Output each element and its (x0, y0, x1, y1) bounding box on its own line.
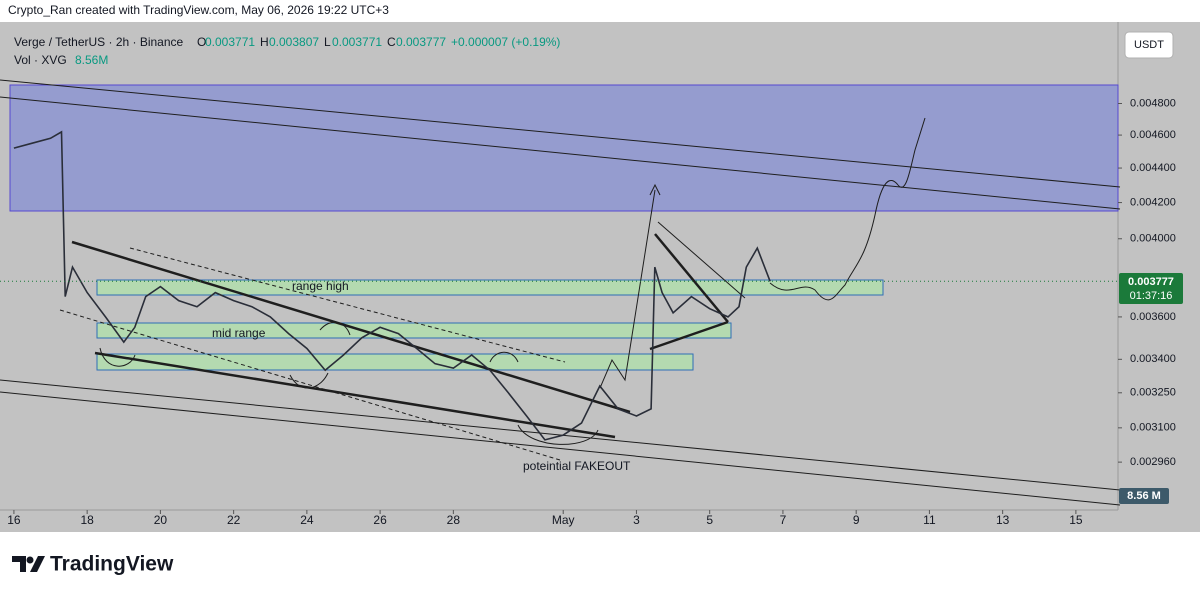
channel-line (0, 379, 1121, 491)
dashed-line (129, 247, 566, 363)
arc (489, 351, 519, 363)
arc (319, 321, 351, 336)
arrow-head (649, 183, 661, 196)
footer (0, 532, 1200, 594)
chart-background (0, 22, 1200, 532)
annotation: range high (292, 279, 349, 293)
annotation: poteintial FAKEOUT (523, 459, 631, 473)
currency-button[interactable] (1124, 31, 1174, 59)
volume-tag-text: 8.56 M (1127, 490, 1161, 502)
wedge-line (71, 240, 631, 414)
x-tick-label: May (552, 513, 575, 527)
arc (289, 372, 329, 389)
triangle-line (649, 320, 729, 351)
triangle-line (657, 221, 746, 299)
low-zone (96, 353, 694, 371)
wedge-line (94, 351, 616, 439)
volume-label: Vol · XVG (14, 53, 67, 67)
x-tick-label: 7 (780, 513, 787, 527)
arc (99, 347, 136, 367)
y-tick-label: 0.003100 (1130, 422, 1176, 434)
brand-name: TradingView (50, 553, 174, 576)
ohlc-value: 0.003777 (396, 35, 446, 49)
ohlc-label: L (324, 35, 331, 49)
x-tick-label: 9 (853, 513, 860, 527)
ohlc-value: 0.003771 (332, 35, 382, 49)
ohlc-label: O (197, 35, 206, 49)
ohlc-value: 0.003807 (269, 35, 319, 49)
currency-button-text[interactable]: USDT (1134, 39, 1164, 51)
channel-line (0, 79, 1121, 188)
annotation: mid range (212, 326, 266, 340)
price-tag (1119, 273, 1183, 304)
symbol: Verge / TetherUS · 2h · Binance (14, 35, 184, 49)
x-tick-label: 22 (227, 513, 241, 527)
volume-value: 8.56M (75, 53, 108, 67)
volume-tag (1119, 488, 1169, 504)
y-tick-label: 0.004200 (1130, 196, 1176, 208)
channel-line (0, 96, 1121, 210)
x-tick-label: 20 (154, 513, 168, 527)
y-tick-label: 0.004600 (1130, 129, 1176, 141)
x-tick-label: 24 (300, 513, 314, 527)
change: +0.000007 (+0.19%) (451, 35, 560, 49)
top-bar (0, 0, 1200, 22)
ohlc-label: H (260, 35, 269, 49)
projection (599, 189, 656, 389)
mid-range-zone (96, 322, 732, 339)
y-tick-label: 0.002960 (1130, 456, 1176, 468)
price-line (13, 130, 771, 441)
brand-logo (26, 556, 34, 564)
y-tick-label: 0.004800 (1130, 97, 1176, 109)
x-tick-label: 13 (996, 513, 1010, 527)
top-bar-text: Crypto_Ran created with TradingView.com,… (8, 3, 389, 17)
arc (517, 424, 599, 445)
y-tick-label: 0.004400 (1130, 162, 1176, 174)
projection (769, 117, 926, 301)
y-tick-label: 0.003250 (1130, 387, 1176, 399)
y-tick-label: 0.003400 (1130, 353, 1176, 365)
y-tick-label: 0.004000 (1130, 233, 1176, 245)
channel-line (0, 391, 1121, 506)
drawings (0, 79, 1121, 506)
ohlc-label: C (387, 35, 396, 49)
price-tag-value: 0.003777 (1128, 276, 1174, 288)
x-tick-label: 26 (373, 513, 387, 527)
x-tick-label: 3 (633, 513, 640, 527)
y-tick-label: 0.003600 (1130, 311, 1176, 323)
x-tick-label: 28 (447, 513, 461, 527)
x-tick-label: 18 (80, 513, 94, 527)
brand-logo (12, 556, 45, 572)
ohlc-value: 0.003771 (205, 35, 255, 49)
legend: Verge / TetherUS · 2h · Binance O 0.0037… (14, 35, 560, 67)
price-tag-countdown: 01:37:16 (1130, 290, 1173, 302)
x-tick-label: 11 (923, 513, 936, 527)
x-tick-label: 5 (706, 513, 713, 527)
dashed-line (59, 309, 561, 461)
x-tick-label: 16 (7, 513, 21, 527)
x-tick-label: 15 (1069, 513, 1083, 527)
triangle-line (654, 233, 729, 323)
